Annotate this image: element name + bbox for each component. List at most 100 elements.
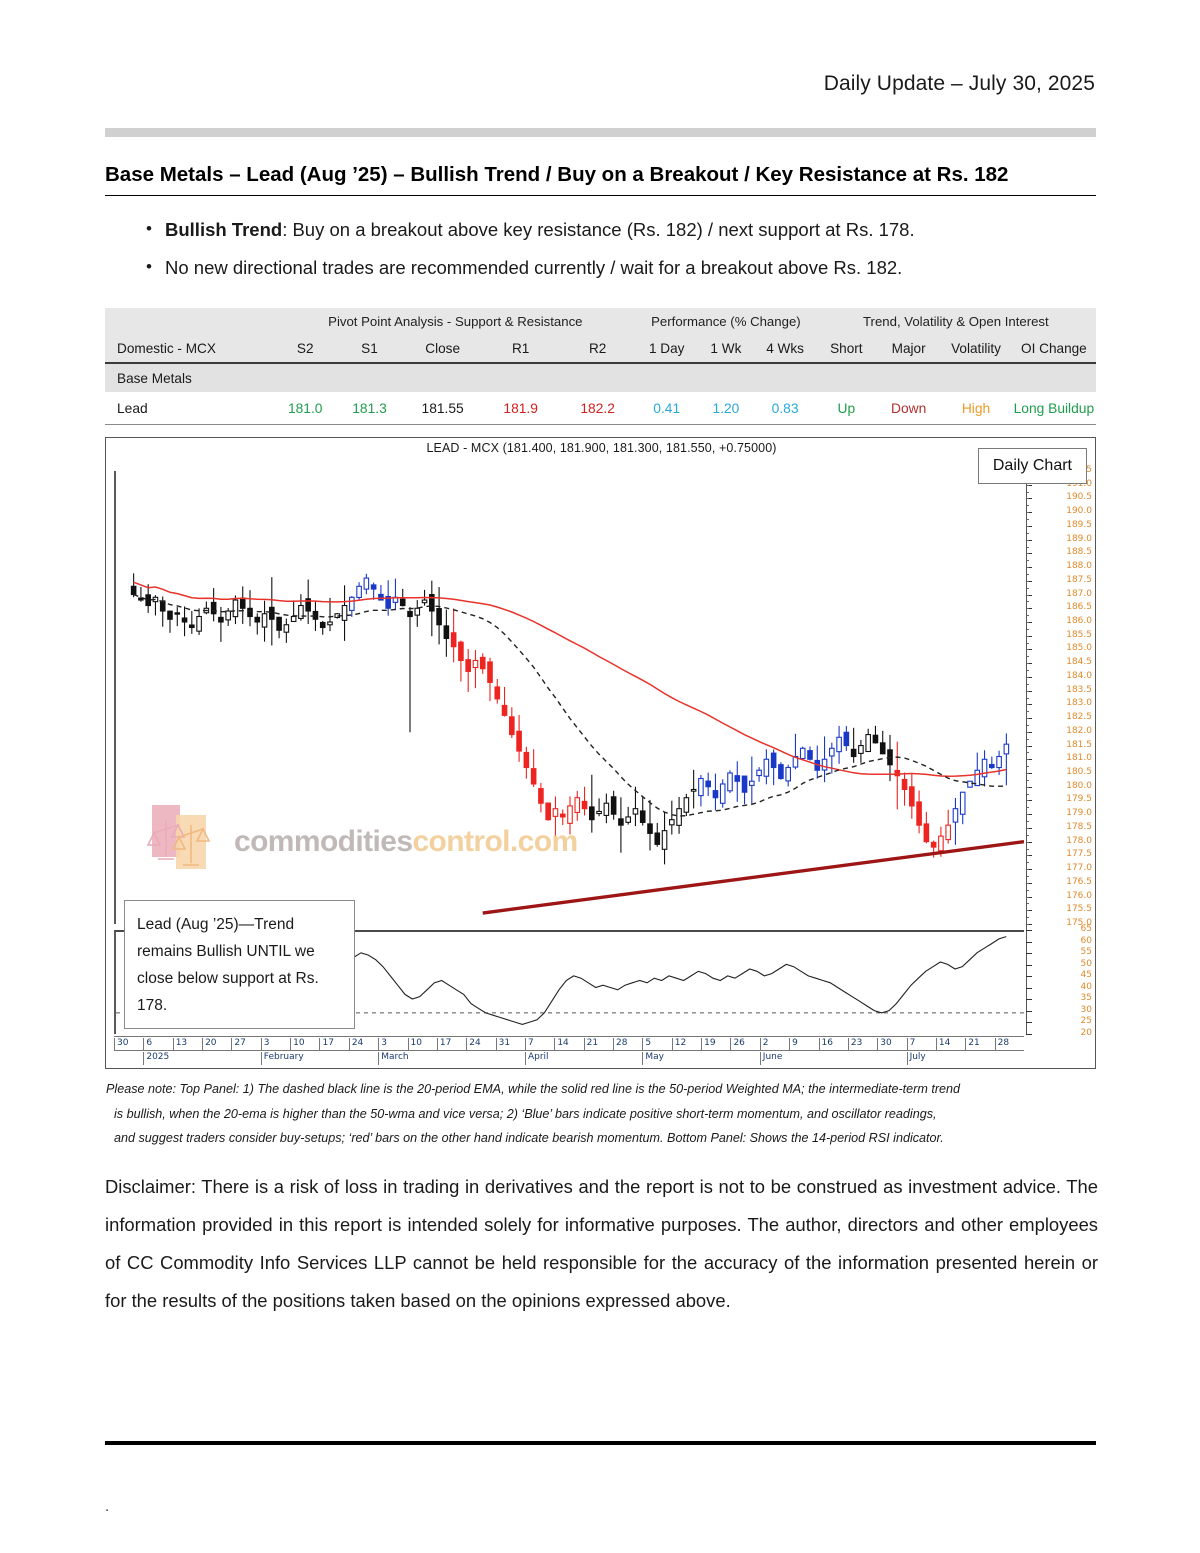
column-header-close: Close <box>403 334 483 364</box>
bullet-icon: • <box>146 256 152 276</box>
month-label: April <box>524 1052 549 1065</box>
month-label: June <box>759 1052 782 1065</box>
column-header-1day: 1 Day <box>636 334 698 364</box>
price-minor-tick <box>1026 573 1029 575</box>
date-tick: 16 <box>818 1038 833 1051</box>
page-title: Base Metals – Lead (Aug ’25) – Bullish T… <box>105 163 1096 196</box>
date-tick: 30 <box>877 1038 892 1051</box>
table-section-row: Base Metals <box>105 363 1096 392</box>
price-axis: 175.0 175.5 176.0 176.5 177.0 177.5 178.0 178.5… <box>1026 466 1094 928</box>
price-minor-tick <box>1026 690 1029 692</box>
rsi-tick-mark <box>1026 964 1032 966</box>
price-minor-tick <box>1026 484 1029 486</box>
price-tick-label: 189.0 <box>1066 533 1092 544</box>
cell-name: Lead <box>105 392 275 425</box>
price-tick-label: 179.0 <box>1066 808 1092 819</box>
price-tick-label: 182.0 <box>1066 725 1092 736</box>
price-minor-tick <box>1026 567 1029 569</box>
rsi-tick-label: 55 <box>1080 947 1092 958</box>
table-group-header-row: Pivot Point Analysis - Support & Resista… <box>105 308 1096 334</box>
price-minor-tick <box>1026 862 1029 864</box>
list-item-rest: : Buy on a breakout above key resistance… <box>282 219 915 240</box>
cell-4wks: 0.83 <box>754 392 816 425</box>
price-minor-tick <box>1026 814 1029 816</box>
date-axis-months: 2025 February March April May June July <box>114 1050 1024 1065</box>
axis-divider <box>1026 471 1027 1034</box>
list-item-strong: Bullish Trend <box>165 219 283 240</box>
column-header-oi-change: OI Change <box>1011 334 1096 364</box>
rsi-tick-mark <box>1026 953 1032 955</box>
price-pane <box>114 471 1024 924</box>
price-minor-tick <box>1026 800 1029 802</box>
price-tick-mark <box>1026 663 1032 665</box>
price-tick-label: 188.0 <box>1066 561 1092 572</box>
rsi-tick-mark <box>1026 1022 1032 1024</box>
column-header-major: Major <box>876 334 941 364</box>
price-minor-tick <box>1026 766 1029 768</box>
table-header-row: Domestic - MCX S2 S1 Close R1 R2 1 Day 1… <box>105 334 1096 364</box>
date-tick: 12 <box>671 1038 686 1051</box>
price-tick-label: 177.0 <box>1066 863 1092 874</box>
cell-s1: 181.3 <box>335 392 404 425</box>
cell-1day: 0.41 <box>636 392 698 425</box>
date-tick: 24 <box>348 1038 363 1051</box>
price-minor-tick <box>1026 738 1029 740</box>
watermark-text-part1: commodities <box>234 825 413 858</box>
price-minor-tick <box>1026 827 1029 829</box>
rsi-tick-mark <box>1026 987 1032 989</box>
price-tick-mark <box>1026 759 1032 761</box>
price-tick-mark <box>1026 649 1032 651</box>
cell-s2: 181.0 <box>274 392 336 425</box>
group-header-performance: Performance (% Change) <box>636 308 816 334</box>
list-item: • Bullish Trend: Buy on a breakout above… <box>105 218 1096 243</box>
price-tick-label: 175.5 <box>1066 904 1092 915</box>
price-tick-label: 184.5 <box>1066 657 1092 668</box>
column-header-1wk: 1 Wk <box>697 334 755 364</box>
column-header-short: Short <box>815 334 877 364</box>
price-tick-label: 190.5 <box>1066 492 1092 503</box>
price-tick-label: 180.0 <box>1066 780 1092 791</box>
month-label: February <box>260 1052 304 1065</box>
section-label: Base Metals <box>105 363 275 392</box>
price-tick-mark <box>1026 567 1032 569</box>
price-tick-label: 187.5 <box>1066 574 1092 585</box>
month-label: July <box>906 1052 926 1065</box>
footnote-line-2: is bullish, when the 20-ema is higher th… <box>114 1106 937 1121</box>
date-tick: 30 <box>114 1038 128 1051</box>
price-minor-tick <box>1026 683 1029 685</box>
cell-r2: 182.2 <box>559 392 637 425</box>
date-axis-days: 30 6 13 20 27 3 10 17 24 3 10 17 24 31 7 14 21 28 5 12 19 26 2… <box>114 1036 1024 1051</box>
commoditiescontrol-watermark: commoditiescontrol.com <box>146 803 578 875</box>
price-minor-tick <box>1026 704 1029 706</box>
price-tick-label: 189.5 <box>1066 519 1092 530</box>
price-tick-mark <box>1026 869 1032 871</box>
scales-logo-icon <box>146 805 211 869</box>
rsi-tick-label: 25 <box>1080 1016 1092 1027</box>
rsi-tick-label: 40 <box>1080 981 1092 992</box>
month-label: May <box>642 1052 664 1065</box>
price-tick-mark <box>1026 622 1032 623</box>
price-minor-tick <box>1026 649 1029 651</box>
date-tick: 7 <box>906 1038 915 1051</box>
price-tick-mark <box>1026 690 1032 692</box>
price-minor-tick <box>1026 711 1029 713</box>
price-tick-label: 180.5 <box>1066 767 1092 777</box>
price-tick-label: 178.5 <box>1066 821 1092 832</box>
price-tick-label: 183.5 <box>1066 684 1092 695</box>
header-divider <box>105 128 1096 137</box>
price-tick-mark <box>1026 594 1032 596</box>
cell-1wk: 1.20 <box>697 392 755 425</box>
list-item-text: Bullish Trend: Buy on a breakout above k… <box>165 218 1096 243</box>
price-minor-tick <box>1026 622 1029 623</box>
column-header-name: Domestic - MCX <box>105 334 275 364</box>
pivot-table: Pivot Point Analysis - Support & Resista… <box>105 308 1096 425</box>
date-tick: 28 <box>613 1038 627 1051</box>
price-tick-label: 186.0 <box>1066 616 1092 626</box>
date-tick: 14 <box>554 1038 569 1051</box>
price-tick-label: 176.0 <box>1066 890 1092 901</box>
date-tick: 26 <box>730 1038 745 1051</box>
footnote-line-3: and suggest traders consider buy-setups;… <box>114 1131 944 1146</box>
rsi-tick-mark <box>1026 999 1032 1001</box>
rsi-tick-mark <box>1026 1034 1032 1035</box>
price-minor-tick <box>1026 731 1029 733</box>
